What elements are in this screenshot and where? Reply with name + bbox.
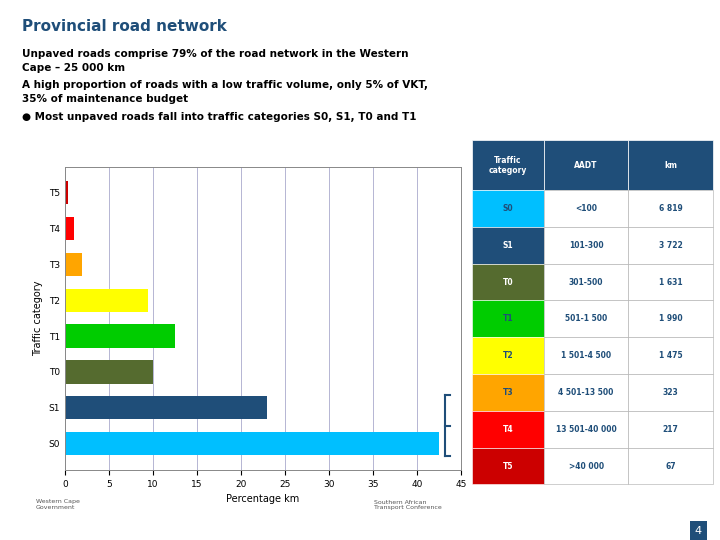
Bar — [65, 360, 153, 383]
FancyBboxPatch shape — [544, 227, 629, 264]
Text: Southern African
Transport Conference: Southern African Transport Conference — [374, 500, 442, 510]
FancyBboxPatch shape — [544, 448, 629, 484]
FancyBboxPatch shape — [472, 227, 544, 264]
FancyBboxPatch shape — [472, 300, 544, 338]
Text: 3 722: 3 722 — [659, 241, 683, 250]
FancyBboxPatch shape — [544, 190, 629, 227]
FancyBboxPatch shape — [629, 140, 713, 190]
FancyBboxPatch shape — [629, 190, 713, 227]
Text: <100: <100 — [575, 204, 597, 213]
FancyBboxPatch shape — [472, 338, 544, 374]
Text: 301-500: 301-500 — [569, 278, 603, 287]
FancyBboxPatch shape — [629, 338, 713, 374]
Text: >40 000: >40 000 — [569, 462, 604, 470]
Text: 1 631: 1 631 — [659, 278, 683, 287]
Text: 67: 67 — [665, 462, 676, 470]
Text: T1: T1 — [503, 314, 513, 323]
Text: 217: 217 — [662, 425, 678, 434]
Text: 4: 4 — [695, 525, 702, 536]
Text: 1 475: 1 475 — [659, 351, 683, 360]
Text: 1 990: 1 990 — [659, 314, 683, 323]
FancyBboxPatch shape — [472, 140, 544, 190]
Bar — [65, 396, 267, 420]
Text: 4 501-13 500: 4 501-13 500 — [559, 388, 614, 397]
Bar — [65, 432, 438, 455]
Text: 13 501-40 000: 13 501-40 000 — [556, 425, 616, 434]
FancyBboxPatch shape — [629, 300, 713, 338]
Text: T3: T3 — [503, 388, 513, 397]
Text: 1 501-4 500: 1 501-4 500 — [561, 351, 611, 360]
FancyBboxPatch shape — [472, 448, 544, 484]
Text: Traffic
category: Traffic category — [489, 156, 527, 175]
Text: T5: T5 — [503, 462, 513, 470]
Text: Unpaved roads comprise 79% of the road network in the Western
Cape – 25 000 km: Unpaved roads comprise 79% of the road n… — [22, 49, 408, 72]
FancyBboxPatch shape — [629, 411, 713, 448]
Text: 501-1 500: 501-1 500 — [565, 314, 607, 323]
FancyBboxPatch shape — [629, 374, 713, 411]
Text: Provincial road network: Provincial road network — [22, 19, 227, 34]
X-axis label: Percentage km: Percentage km — [226, 494, 300, 504]
Text: T0: T0 — [503, 278, 513, 287]
FancyBboxPatch shape — [629, 264, 713, 300]
Bar — [65, 217, 73, 240]
FancyBboxPatch shape — [472, 374, 544, 411]
Text: 6 819: 6 819 — [659, 204, 683, 213]
Text: T2: T2 — [503, 351, 513, 360]
Text: A high proportion of roads with a low traffic volume, only 5% of VKT,
35% of mai: A high proportion of roads with a low tr… — [22, 80, 428, 104]
Bar — [65, 181, 68, 205]
Text: S1: S1 — [503, 241, 513, 250]
Text: 101-300: 101-300 — [569, 241, 603, 250]
Text: T4: T4 — [503, 425, 513, 434]
FancyBboxPatch shape — [544, 411, 629, 448]
FancyBboxPatch shape — [544, 338, 629, 374]
FancyBboxPatch shape — [544, 140, 629, 190]
Bar — [65, 253, 82, 276]
FancyBboxPatch shape — [629, 448, 713, 484]
Bar — [65, 288, 148, 312]
FancyBboxPatch shape — [544, 374, 629, 411]
Text: AADT: AADT — [575, 161, 598, 170]
Bar — [65, 325, 175, 348]
Text: km: km — [664, 161, 677, 170]
Text: Western Cape
Government: Western Cape Government — [36, 500, 80, 510]
FancyBboxPatch shape — [629, 227, 713, 264]
FancyBboxPatch shape — [472, 190, 544, 227]
FancyBboxPatch shape — [544, 300, 629, 338]
FancyBboxPatch shape — [472, 411, 544, 448]
FancyBboxPatch shape — [472, 264, 544, 300]
Text: 323: 323 — [662, 388, 678, 397]
Text: ● Most unpaved roads fall into traffic categories S0, S1, T0 and T1: ● Most unpaved roads fall into traffic c… — [22, 112, 416, 123]
Text: S0: S0 — [503, 204, 513, 213]
Y-axis label: Traffic category: Traffic category — [33, 281, 43, 356]
FancyBboxPatch shape — [544, 264, 629, 300]
